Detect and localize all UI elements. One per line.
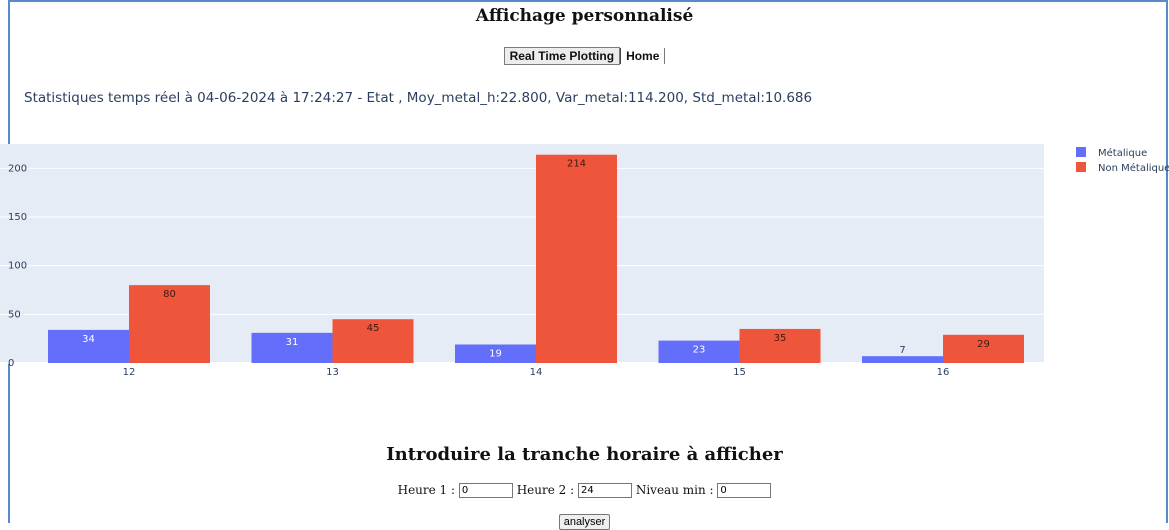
bar-value-label: 45 <box>367 323 380 334</box>
y-tick-label: 0 <box>8 358 14 369</box>
x-tick-label: 15 <box>733 367 746 378</box>
y-tick-label: 50 <box>8 309 21 320</box>
x-axis-ticks: 12 13 14 15 16 <box>123 367 950 378</box>
bar-metalique <box>251 332 333 363</box>
bar-value-label: 29 <box>977 339 990 350</box>
bar-value-label: 35 <box>774 333 787 344</box>
bar-non-metalique <box>943 334 1024 363</box>
stats-text: Statistiques temps réel à 04-06-2024 à 1… <box>24 90 813 106</box>
bar-metalique <box>48 329 129 363</box>
bar-value-label: 214 <box>567 159 586 170</box>
data-labels: 34 80 31 45 19 214 23 35 7 29 <box>82 159 990 360</box>
bar-non-metalique <box>739 328 821 363</box>
bar-metalique <box>862 356 943 363</box>
legend-swatch <box>1076 162 1086 172</box>
analyser-button[interactable]: analyser <box>558 514 611 530</box>
legend-label: Métalique <box>1098 147 1147 159</box>
bar-non-metalique <box>332 319 414 363</box>
x-tick-label: 12 <box>123 367 136 378</box>
niveau-min-label: Niveau min : <box>635 483 714 497</box>
x-tick-label: 14 <box>530 367 543 378</box>
y-axis-ticks: 0 50 100 150 200 <box>8 163 27 369</box>
nav-bar: Real Time Plotting Home <box>0 45 1169 65</box>
home-button[interactable]: Home <box>620 48 666 64</box>
bar-chart: 34 80 31 45 19 214 23 35 7 29 0 50 100 150 200 12 13 14… <box>0 144 1169 378</box>
y-tick-label: 100 <box>8 261 27 272</box>
bar-value-label: 31 <box>286 337 299 348</box>
bar-value-label: 19 <box>489 349 502 360</box>
bar-metalique <box>455 344 536 363</box>
legend-swatch <box>1076 147 1086 157</box>
bar-metalique <box>658 340 740 363</box>
realtime-plotting-button[interactable]: Real Time Plotting <box>503 47 621 65</box>
bar-value-label: 80 <box>163 289 176 300</box>
submit-row: analyser <box>0 510 1169 530</box>
bar-value-label: 34 <box>82 334 95 345</box>
bar-non-metalique <box>129 285 210 363</box>
legend: Métalique Non Métalique <box>1076 147 1169 174</box>
y-tick-label: 150 <box>8 212 27 223</box>
heure1-label: Heure 1 : <box>397 483 456 497</box>
bar-value-label: 23 <box>693 345 706 356</box>
x-tick-label: 13 <box>326 367 339 378</box>
bars <box>48 154 1024 363</box>
legend-label: Non Métalique <box>1098 162 1169 174</box>
page-title: Affichage personnalisé <box>475 6 694 26</box>
y-tick-label: 200 <box>8 163 27 174</box>
frame-top-border <box>8 0 1168 2</box>
heure2-input[interactable] <box>578 483 632 498</box>
bar-non-metalique <box>536 154 617 363</box>
heure1-input[interactable] <box>458 483 513 498</box>
bar-value-label: 7 <box>899 345 905 356</box>
niveau-min-input[interactable] <box>717 483 772 498</box>
heure2-label: Heure 2 : <box>516 483 575 497</box>
form-title: Introduire la tranche horaire à afficher <box>386 444 783 465</box>
time-range-form: Heure 1 : Heure 2 : Niveau min : <box>0 483 1169 498</box>
x-tick-label: 16 <box>937 367 950 378</box>
